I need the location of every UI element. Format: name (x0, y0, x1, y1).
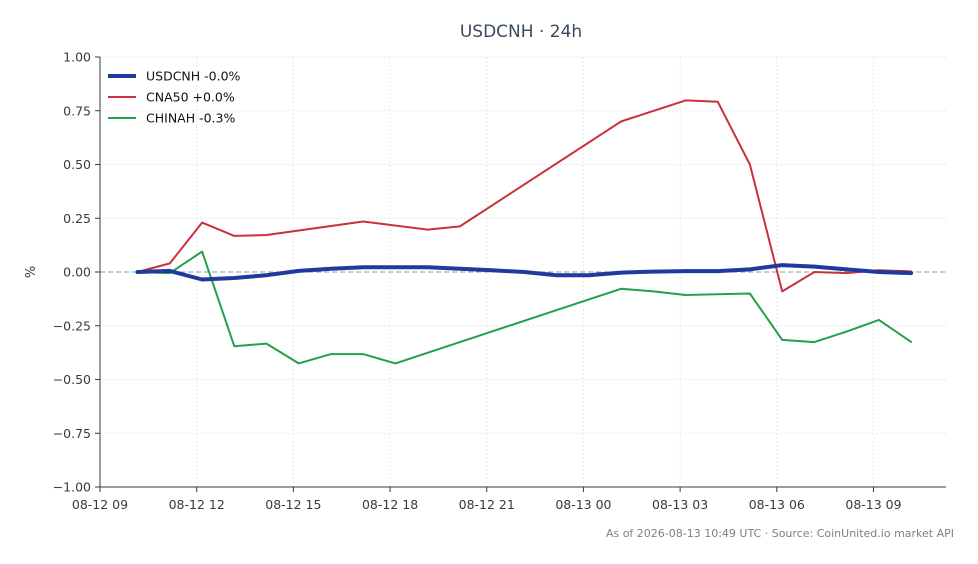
y-tick-label: −0.75 (53, 426, 91, 441)
y-tick-label: 0.25 (63, 211, 91, 226)
legend: USDCNH -0.0% CNA50 +0.0% CHINAH -0.3% (108, 69, 241, 126)
x-tick-label: 08-12 12 (169, 497, 225, 512)
series-line-usdcnh (135, 263, 914, 282)
series-layer (135, 99, 914, 365)
y-axis-label: % (24, 266, 39, 278)
x-tick-label: 08-12 18 (362, 497, 418, 512)
x-tick-label: 08-12 15 (265, 497, 321, 512)
series-line-cna50 (136, 99, 913, 293)
chart-title: USDCNH · 24h (460, 22, 582, 42)
y-tick-label: −0.25 (53, 318, 91, 333)
y-tick-label: −0.50 (53, 372, 91, 387)
legend-label-cna50: CNA50 +0.0% (146, 90, 235, 105)
y-tick-label: −1.00 (53, 480, 91, 495)
footer-source: As of 2026-08-13 10:49 UTC · Source: Coi… (606, 527, 954, 540)
y-tick-label: 0.50 (63, 157, 91, 172)
x-tick-label: 08-13 09 (845, 497, 901, 512)
x-tick-label: 08-13 00 (555, 497, 611, 512)
x-tick-label: 08-13 06 (749, 497, 805, 512)
y-tick-label: 0.00 (63, 265, 91, 280)
y-tick-label: 1.00 (63, 50, 91, 65)
axes: 1.00 0.75 0.50 0.25 0.00 −0.25 −0.50 −0.75 −1.00… (53, 50, 946, 512)
x-tick-label: 08-13 03 (652, 497, 708, 512)
legend-label-chinah: CHINAH -0.3% (146, 111, 235, 126)
series-line-chinah (136, 250, 913, 365)
x-tick-label: 08-12 21 (459, 497, 515, 512)
y-tick-label: 0.75 (63, 103, 91, 118)
x-tick-label: 08-12 09 (72, 497, 128, 512)
legend-label-usdcnh: USDCNH -0.0% (146, 69, 241, 84)
